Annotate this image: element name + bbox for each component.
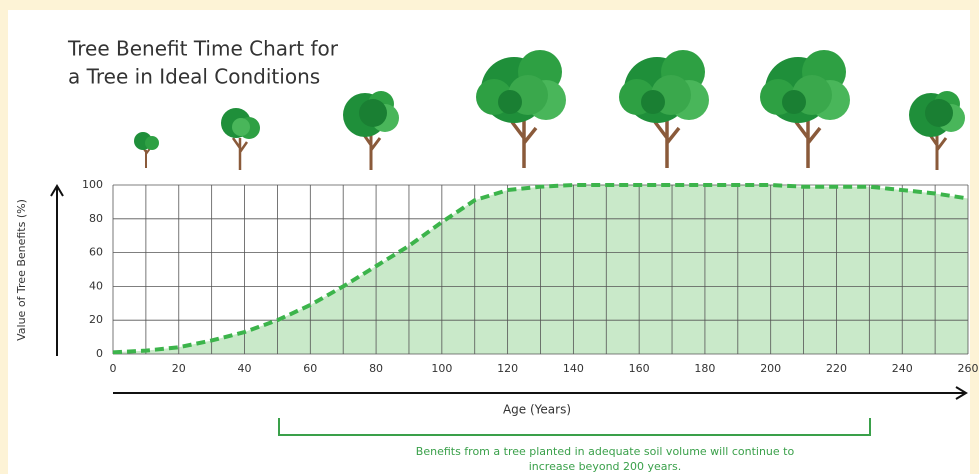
y-tick-label: 0 bbox=[96, 347, 103, 360]
x-tick-label: 180 bbox=[694, 362, 715, 375]
x-tick-label: 260 bbox=[958, 362, 979, 375]
x-tick-label: 20 bbox=[172, 362, 186, 375]
x-tick-label: 140 bbox=[563, 362, 584, 375]
chart-title: Tree Benefit Time Chart for bbox=[67, 37, 339, 61]
y-axis-label: Value of Tree Benefits (%) bbox=[15, 199, 28, 341]
x-tick-label: 160 bbox=[629, 362, 650, 375]
y-tick-label: 100 bbox=[82, 178, 103, 191]
x-tick-label: 100 bbox=[431, 362, 452, 375]
line bbox=[112, 183, 969, 355]
y-tick-label: 40 bbox=[89, 279, 103, 292]
y-arrow-head bbox=[50, 184, 64, 197]
bracket bbox=[278, 418, 871, 436]
x-tick-label: 0 bbox=[110, 362, 117, 375]
chart-title: a Tree in Ideal Conditions bbox=[68, 65, 320, 89]
y-tick-label: 60 bbox=[89, 246, 103, 259]
x-tick-label: 200 bbox=[760, 362, 781, 375]
x-arrow-head bbox=[955, 386, 968, 400]
x-tick-label: 120 bbox=[497, 362, 518, 375]
y-tick-label: 20 bbox=[89, 313, 103, 326]
x-tick-label: 60 bbox=[303, 362, 317, 375]
x-tick-label: 240 bbox=[892, 362, 913, 375]
x-axis-label: Age (Years) bbox=[503, 403, 571, 417]
annotation: increase beyond 200 years. bbox=[529, 460, 682, 473]
plot-area: 0 20 40 60 80 100 0 20 40 60 80 100 120 140 160 180 200 2… bbox=[82, 178, 979, 375]
annotation: Benefits from a tree planted in adequate… bbox=[416, 445, 795, 458]
y-tick-label: 80 bbox=[89, 212, 103, 225]
x-tick-label: 80 bbox=[369, 362, 383, 375]
x-tick-label: 40 bbox=[238, 362, 252, 375]
tree-icons bbox=[134, 50, 965, 170]
x-tick-label: 220 bbox=[826, 362, 847, 375]
